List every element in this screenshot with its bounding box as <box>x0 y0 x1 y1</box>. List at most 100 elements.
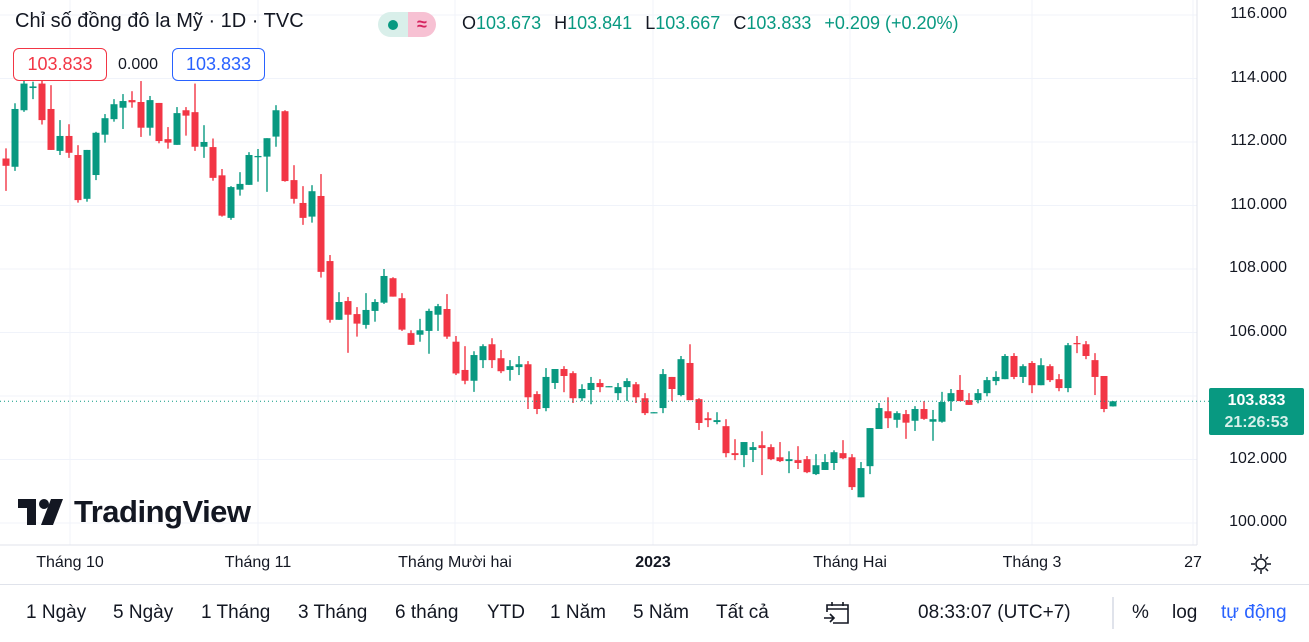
range-1y-button[interactable]: 1 Năm <box>550 602 606 623</box>
candle-body <box>83 149 91 199</box>
price-axis-label: 116.000 <box>1230 5 1287 22</box>
percent-scale-toggle[interactable]: % <box>1132 602 1149 623</box>
candle-body <box>1001 355 1009 380</box>
candle <box>326 255 334 323</box>
candle-body <box>659 374 667 409</box>
candle-body <box>263 138 271 157</box>
candle-body <box>29 86 37 89</box>
candle-body <box>137 101 145 128</box>
candle-body <box>1010 355 1018 377</box>
candle <box>335 292 343 320</box>
candle <box>173 107 181 145</box>
buy-button[interactable]: 103.833 <box>172 48 265 81</box>
candle-body <box>929 419 937 422</box>
candle-body <box>785 459 793 462</box>
candle <box>209 138 217 181</box>
range-3m-button[interactable]: 3 Tháng <box>298 602 368 623</box>
range-1m-button[interactable]: 1 Tháng <box>201 602 271 623</box>
candle-body <box>983 380 991 394</box>
candle <box>1073 335 1081 354</box>
data-delayed-icon[interactable]: ≈ <box>408 12 436 37</box>
candle-body <box>155 102 163 142</box>
candle-body <box>614 387 622 394</box>
open-value: 103.673 <box>476 13 542 33</box>
range-all-button[interactable]: Tất cả <box>716 602 769 623</box>
candle-body <box>812 465 820 475</box>
candle-body <box>209 147 217 178</box>
candle <box>506 360 514 381</box>
candle-body <box>119 101 127 108</box>
range-6m-button[interactable]: 6 tháng <box>395 602 459 623</box>
candle <box>830 450 838 470</box>
candle <box>713 412 721 425</box>
candle-body <box>20 83 28 111</box>
candle <box>443 294 451 339</box>
auto-scale-toggle[interactable]: tự động <box>1221 602 1287 623</box>
candle-body <box>731 453 739 456</box>
candle <box>758 431 766 476</box>
candle-body <box>38 83 46 121</box>
go-to-date-icon[interactable] <box>823 600 851 626</box>
candle-body <box>803 459 811 473</box>
status-pills[interactable]: ≈ <box>378 12 436 37</box>
close-label: C <box>733 13 747 33</box>
candle-body <box>182 110 190 116</box>
price-axis-label: 100.000 <box>1229 513 1287 530</box>
low-label: L <box>645 13 656 33</box>
candle <box>227 186 235 220</box>
log-scale-toggle[interactable]: log <box>1172 602 1198 623</box>
candle <box>461 346 469 385</box>
candle-body <box>767 447 775 460</box>
candle <box>884 397 892 429</box>
candle-body <box>407 333 415 345</box>
candle-body <box>2 158 10 166</box>
candle <box>551 369 559 390</box>
candle <box>74 145 82 203</box>
candle-body <box>821 462 829 470</box>
range-5y-button[interactable]: 5 Năm <box>633 602 689 623</box>
candle-body <box>443 309 451 337</box>
candle-body <box>1064 345 1072 389</box>
candle-body <box>92 132 100 176</box>
toolbar-separator <box>1112 597 1114 629</box>
symbol-title[interactable]: Chỉ số đồng đô la Mỹ · 1D · TVC <box>15 10 304 32</box>
range-ytd-button[interactable]: YTD <box>487 602 525 623</box>
candle <box>929 409 937 441</box>
candle-body <box>281 111 289 182</box>
tradingview-logo[interactable]: TradingView <box>18 494 251 530</box>
chart-grid <box>0 0 1197 545</box>
candle-body <box>362 309 370 325</box>
time-axis-label: Tháng 3 <box>1002 554 1062 571</box>
candle <box>947 389 955 411</box>
candle <box>236 172 244 196</box>
timezone-clock[interactable]: 08:33:07 (UTC+7) <box>918 602 1071 623</box>
candle <box>263 138 271 192</box>
chart-settings-icon[interactable] <box>1249 552 1273 576</box>
high-label: H <box>554 13 568 33</box>
candle-body <box>218 175 226 216</box>
candle-body <box>1019 366 1027 377</box>
range-1d-button[interactable]: 1 Ngày <box>26 602 87 623</box>
candle-body <box>884 411 892 419</box>
sell-button[interactable]: 103.833 <box>13 48 107 81</box>
close-value: 103.833 <box>746 13 812 33</box>
market-open-icon[interactable] <box>378 12 408 37</box>
candle <box>479 344 487 369</box>
candle-body <box>641 398 649 414</box>
candle-body <box>425 310 433 331</box>
candle <box>317 174 325 278</box>
bottom-toolbar: 1 Ngày 5 Ngày 1 Tháng 3 Tháng 6 tháng YT… <box>0 584 1309 642</box>
candle-body <box>488 344 496 361</box>
candle-body <box>353 314 361 324</box>
candlestick-chart[interactable] <box>0 0 1309 584</box>
candle-body <box>569 373 577 399</box>
change-value: +0.209 (+0.20%) <box>824 13 959 33</box>
candle-body <box>632 384 640 398</box>
candle <box>29 81 37 100</box>
candle-body <box>110 104 118 120</box>
candle-body <box>974 393 982 401</box>
candle <box>398 293 406 331</box>
candle <box>164 127 172 149</box>
range-5d-button[interactable]: 5 Ngày <box>113 602 174 623</box>
candle-body <box>956 389 964 402</box>
